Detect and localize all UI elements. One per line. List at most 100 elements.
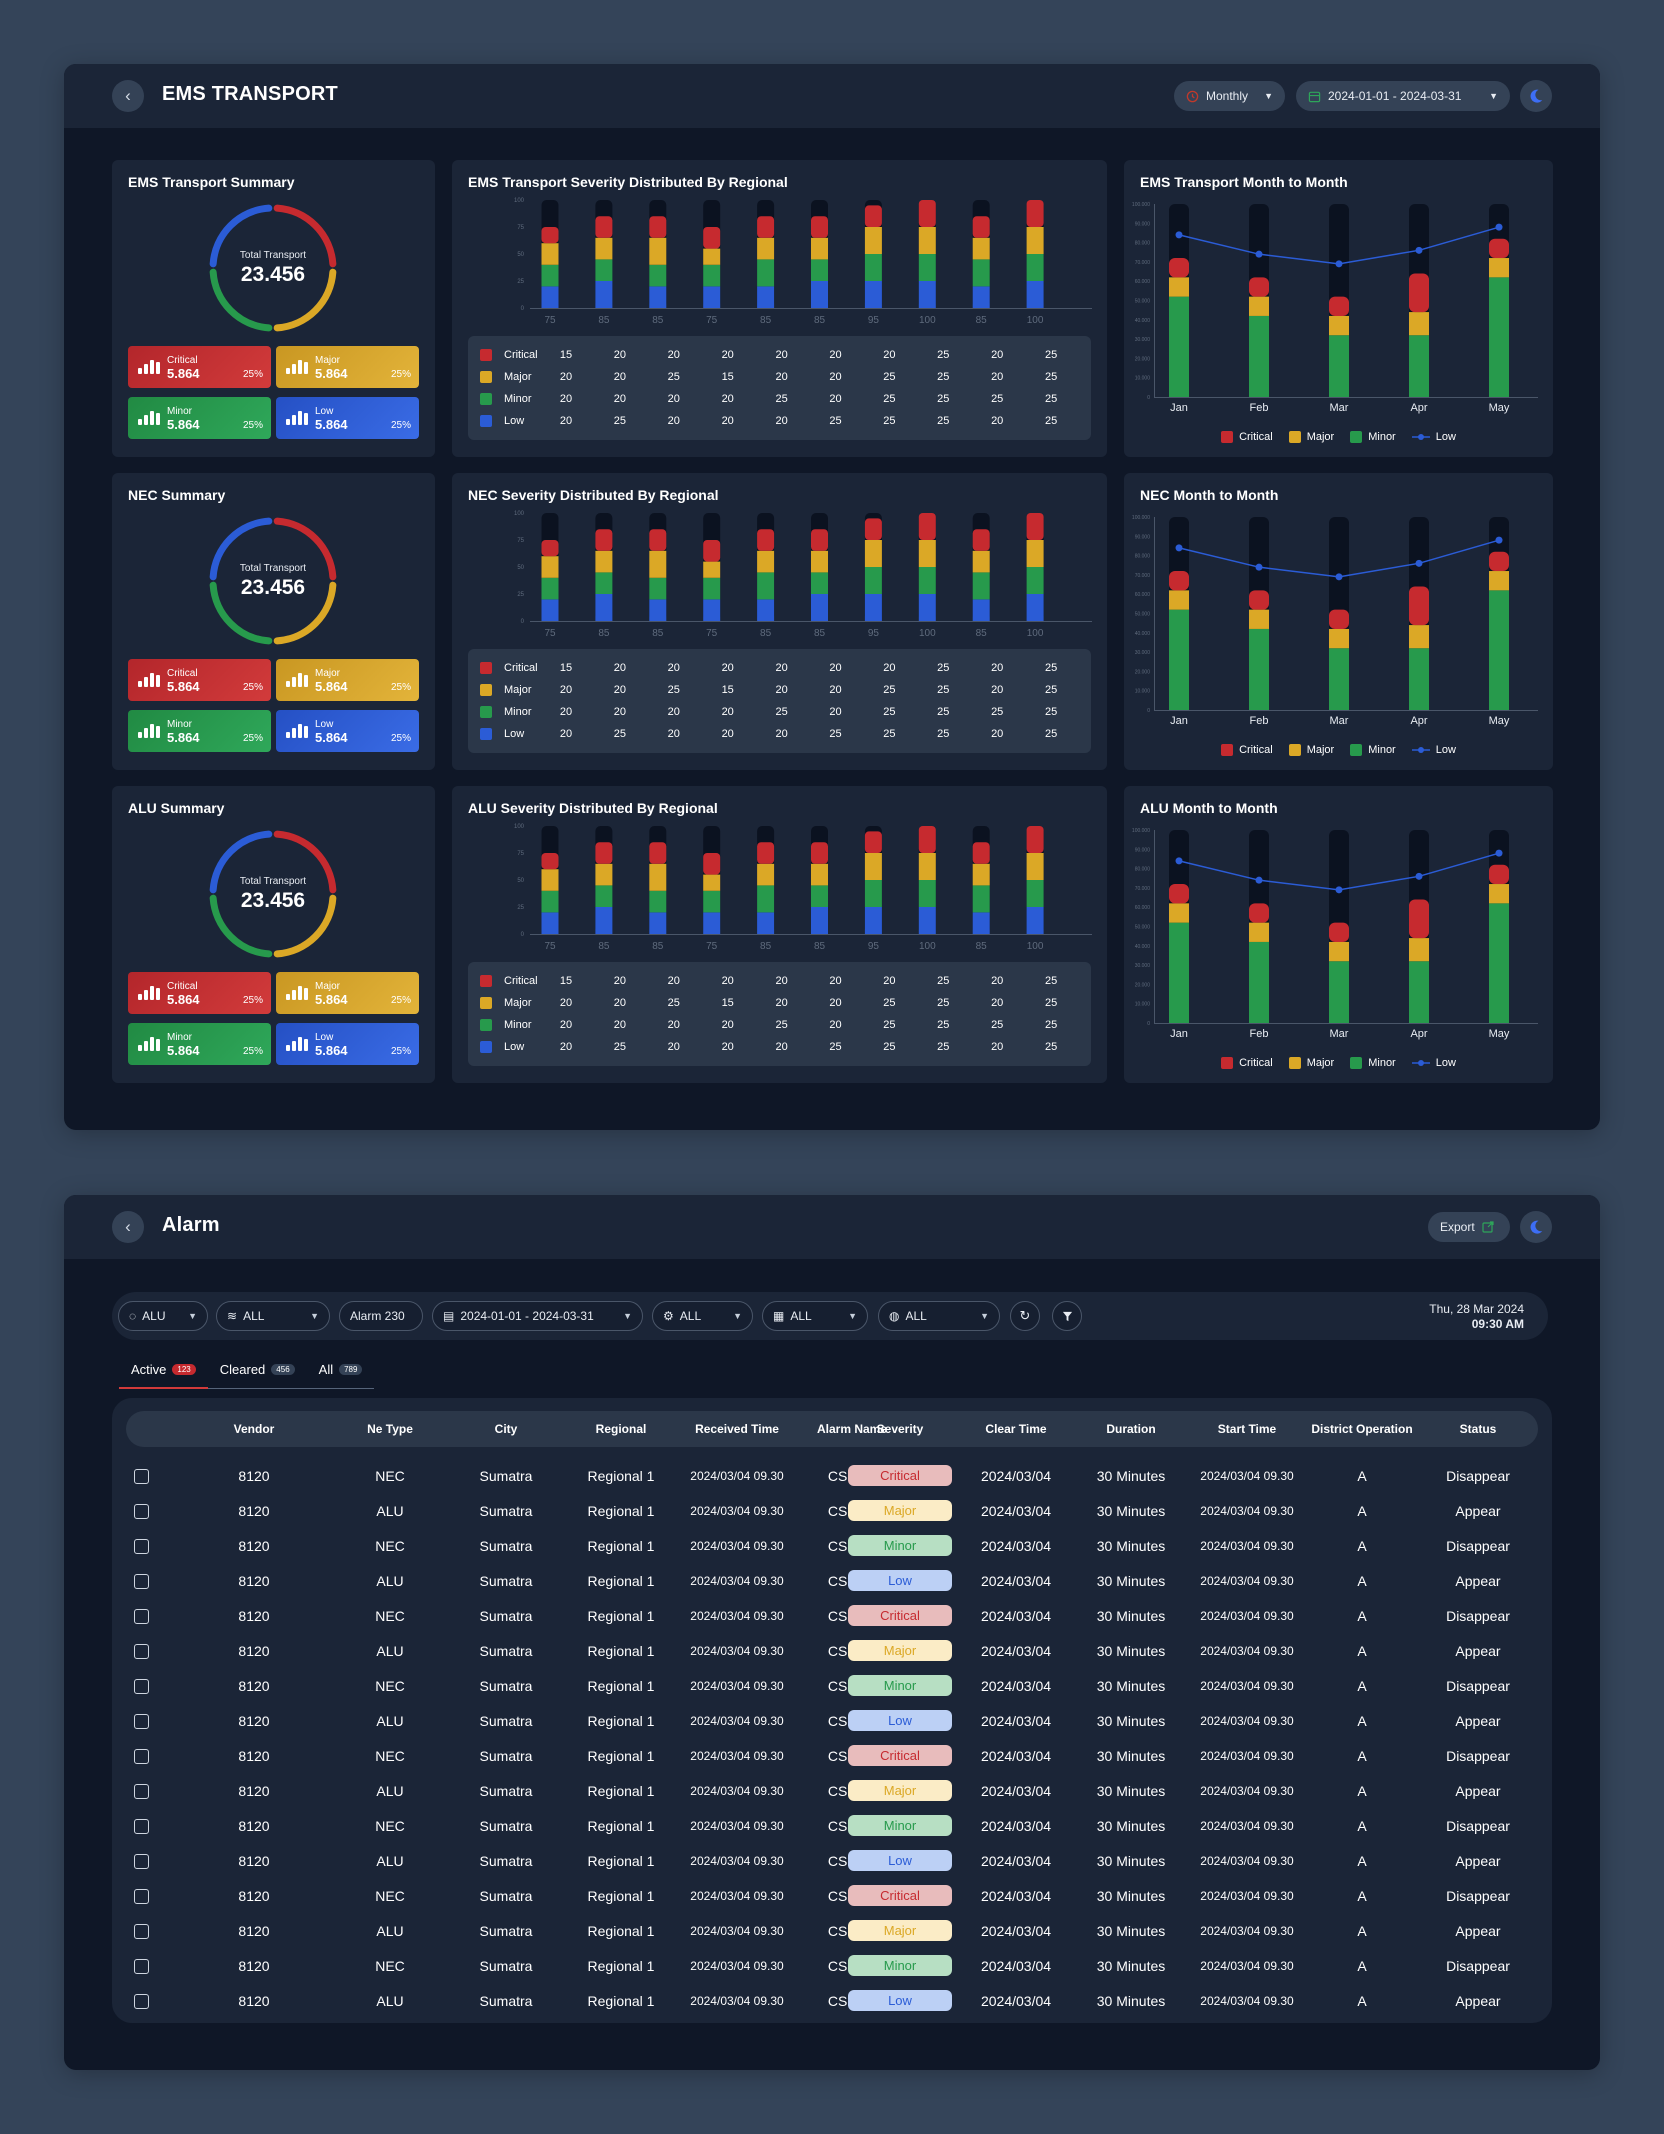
cell-vendor: 8120 <box>238 1713 270 1729</box>
y-tick-label: 90.000 <box>1135 847 1151 853</box>
cell-district: A <box>1357 1468 1367 1484</box>
row-checkbox[interactable] <box>134 1784 149 1799</box>
data-cell: 25 <box>937 1041 950 1053</box>
bar-segment-critical <box>595 529 613 551</box>
row-checkbox[interactable] <box>134 1539 149 1554</box>
row-checkbox[interactable] <box>134 1749 149 1764</box>
x-tick-label: 95 <box>868 628 880 639</box>
vendor-filter[interactable]: ◌ ALU ▼ <box>118 1301 208 1331</box>
y-tick-label: 80.000 <box>1135 241 1151 247</box>
row-checkbox[interactable] <box>134 1679 149 1694</box>
donut-segment-minor <box>209 268 273 332</box>
column-header[interactable]: Status <box>1459 1422 1497 1436</box>
cell-city: Sumatra <box>479 1503 533 1519</box>
tab-all[interactable]: All 789 <box>306 1355 375 1389</box>
column-header[interactable]: City <box>494 1422 518 1436</box>
table-row[interactable]: 8120 NEC Sumatra Regional 1 2024/03/04 09.30… <box>112 1598 1552 1633</box>
row-checkbox[interactable] <box>134 1469 149 1484</box>
bar-segment-major <box>1249 609 1269 629</box>
table-row[interactable]: 8120 ALU Sumatra Regional 1 2024/03/04 09.30… <box>112 1983 1552 2018</box>
row-checkbox[interactable] <box>134 1574 149 1589</box>
alarm-header: ‹ Alarm Export <box>64 1195 1600 1259</box>
bar-segment-critical <box>757 216 775 238</box>
date-filter[interactable]: ▤ 2024-01-01 - 2024-03-31 ▼ <box>432 1301 643 1331</box>
back-button[interactable]: ‹ <box>112 80 144 112</box>
filter-button[interactable] <box>1052 1301 1082 1331</box>
row-checkbox[interactable] <box>134 1959 149 1974</box>
row-checkbox[interactable] <box>134 1994 149 2009</box>
regional-bar-chart: 100 75 50 25 0 75 85 85 75 85 85 95 100 85 100 <box>514 824 1092 952</box>
table-row[interactable]: 8120 NEC Sumatra Regional 1 2024/03/04 09.30… <box>112 1528 1552 1563</box>
funnel-icon <box>1062 1311 1072 1321</box>
table-row[interactable]: 8120 ALU Sumatra Regional 1 2024/03/04 09.30… <box>112 1563 1552 1598</box>
bar-segment-critical <box>918 826 936 853</box>
donut-center: Total Transport 23.456 <box>205 200 341 336</box>
regional-data-table: Critical 15 20 20 20 20 20 20 25 20 25 Major 20 20 25… <box>468 649 1091 753</box>
table-row[interactable]: 8120 NEC Sumatra Regional 1 2024/03/04 09.30… <box>112 1948 1552 1983</box>
table-row[interactable]: 8120 NEC Sumatra Regional 1 2024/03/04 09.30… <box>112 1458 1552 1493</box>
table-row[interactable]: 8120 ALU Sumatra Regional 1 2024/03/04 09.30… <box>112 1703 1552 1738</box>
cell-start: 2024/03/04 09.30 <box>1200 1679 1294 1693</box>
export-button[interactable]: Export <box>1428 1212 1510 1242</box>
column-header[interactable]: Duration <box>1106 1422 1156 1436</box>
status-filter[interactable]: ◍ ALL ▼ <box>878 1301 1000 1331</box>
bar-segment-minor <box>864 880 882 907</box>
column-header[interactable]: Vendor <box>233 1422 275 1436</box>
refresh-button[interactable]: ↻ <box>1010 1301 1040 1331</box>
building-filter[interactable]: ▦ ALL ▼ <box>762 1301 868 1331</box>
column-header[interactable]: District Operation <box>1311 1422 1413 1436</box>
table-row[interactable]: 8120 NEC Sumatra Regional 1 2024/03/04 09.30… <box>112 1808 1552 1843</box>
bar-segment-minor <box>864 254 882 281</box>
table-row[interactable]: 8120 NEC Sumatra Regional 1 2024/03/04 09.30… <box>112 1878 1552 1913</box>
row-checkbox[interactable] <box>134 1819 149 1834</box>
table-row[interactable]: 8120 NEC Sumatra Regional 1 2024/03/04 09.30… <box>112 1668 1552 1703</box>
theme-toggle-button[interactable] <box>1520 1211 1552 1243</box>
table-row[interactable]: 8120 ALU Sumatra Regional 1 2024/03/04 09.30… <box>112 1773 1552 1808</box>
row-checkbox[interactable] <box>134 1714 149 1729</box>
alarm-filter[interactable]: Alarm 230 <box>339 1301 423 1331</box>
type-filter[interactable]: ≋ ALL ▼ <box>216 1301 330 1331</box>
table-row[interactable]: 8120 ALU Sumatra Regional 1 2024/03/04 09.30… <box>112 1843 1552 1878</box>
data-cell: 25 <box>883 371 896 383</box>
device-filter[interactable]: ⚙ ALL ▼ <box>652 1301 753 1331</box>
row-checkbox[interactable] <box>134 1504 149 1519</box>
count-badge: 123 <box>172 1363 196 1375</box>
row-checkbox[interactable] <box>134 1854 149 1869</box>
legend-swatch <box>480 393 492 405</box>
column-header[interactable]: Received Time <box>695 1422 779 1436</box>
cell-received: 2024/03/04 09.30 <box>690 1469 784 1483</box>
low-series-point <box>1415 559 1423 567</box>
column-header[interactable]: Regional <box>595 1422 647 1436</box>
regional-data-table: Critical 15 20 20 20 20 20 20 25 20 25 Major 20 20 25… <box>468 336 1091 440</box>
column-header[interactable]: Severity <box>876 1422 924 1436</box>
period-select[interactable]: Monthly ▼ <box>1174 81 1285 111</box>
column-header[interactable]: Start Time <box>1217 1422 1277 1436</box>
table-row[interactable]: 8120 NEC Sumatra Regional 1 2024/03/04 09.30… <box>112 1738 1552 1773</box>
back-button[interactable]: ‹ <box>112 1211 144 1243</box>
table-row[interactable]: 8120 ALU Sumatra Regional 1 2024/03/04 09.30… <box>112 1913 1552 1948</box>
cell-status: Appear <box>1455 1783 1501 1799</box>
column-header[interactable]: Clear Time <box>985 1422 1047 1436</box>
bar-segment-low <box>703 286 721 308</box>
tab-active[interactable]: Active 123 <box>119 1355 208 1389</box>
severity-badge: Low <box>848 1990 952 2011</box>
row-checkbox[interactable] <box>134 1889 149 1904</box>
y-tick-label: 70.000 <box>1135 573 1151 579</box>
bar-segment-low <box>972 912 990 934</box>
cell-district: A <box>1357 1993 1367 2009</box>
tab-cleared[interactable]: Cleared 456 <box>207 1355 307 1389</box>
column-header[interactable]: Ne Type <box>367 1422 413 1436</box>
row-checkbox[interactable] <box>134 1609 149 1624</box>
alarm-title: Alarm <box>162 1214 220 1236</box>
severity-badge: Minor <box>848 1675 952 1696</box>
row-checkbox[interactable] <box>134 1924 149 1939</box>
month-to-month-card: ALU Month to Month 100.000 90.000 80.000 70… <box>1124 786 1553 1083</box>
theme-toggle-button[interactable] <box>1520 80 1552 112</box>
date-range-select[interactable]: 2024-01-01 - 2024-03-31 ▼ <box>1296 81 1510 111</box>
row-checkbox[interactable] <box>134 1644 149 1659</box>
bar-segment-critical <box>541 853 559 870</box>
low-series-point <box>1255 250 1263 258</box>
table-row[interactable]: 8120 ALU Sumatra Regional 1 2024/03/04 09.30… <box>112 1633 1552 1668</box>
table-row[interactable]: 8120 ALU Sumatra Regional 1 2024/03/04 09.30… <box>112 1493 1552 1528</box>
column-header[interactable]: Alarm Name <box>816 1422 888 1436</box>
